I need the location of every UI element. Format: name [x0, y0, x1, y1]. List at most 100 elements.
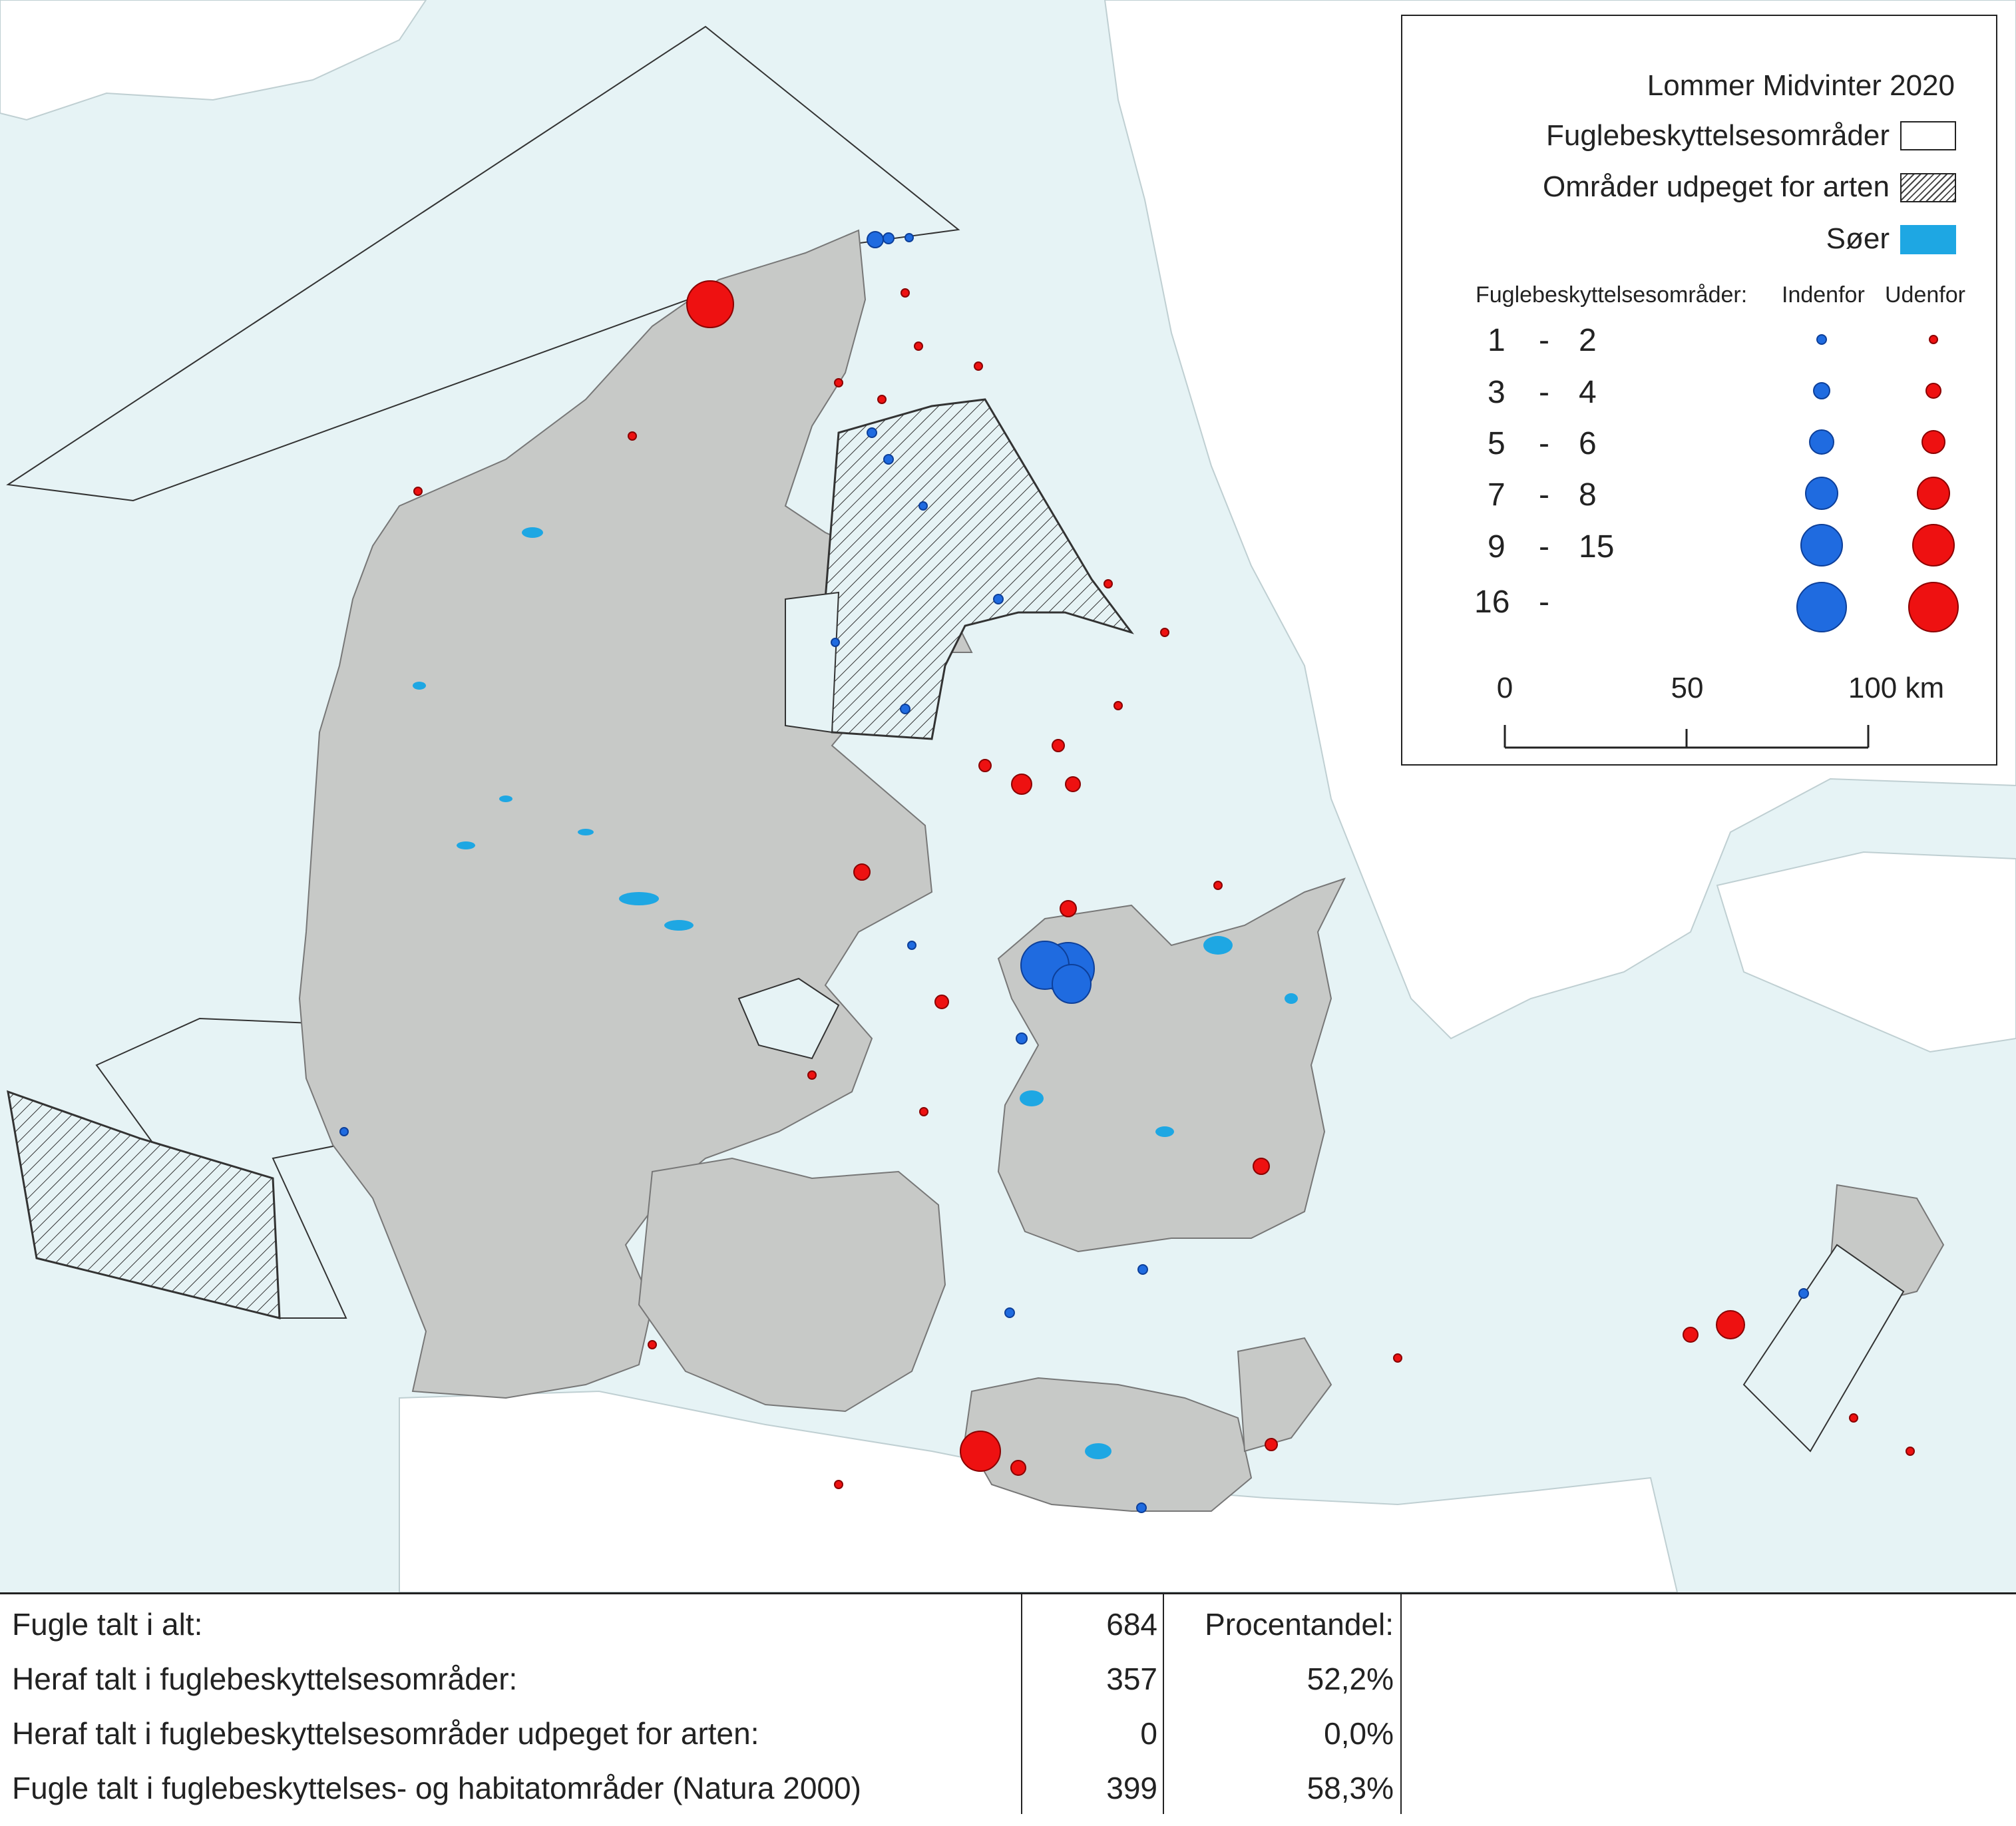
- observation-marker-outside[interactable]: [1906, 1447, 1915, 1456]
- legend-symbol-outside: [1921, 430, 1945, 454]
- observation-marker-inside[interactable]: [918, 501, 928, 511]
- legend-symbol-inside: [1809, 429, 1834, 455]
- class-to: 6: [1579, 426, 1597, 461]
- observation-marker-outside[interactable]: [1393, 1353, 1402, 1363]
- class-dash: -: [1539, 323, 1549, 358]
- observation-marker-outside[interactable]: [1113, 701, 1123, 710]
- observation-marker-outside[interactable]: [978, 759, 992, 772]
- observation-marker-inside[interactable]: [905, 233, 914, 242]
- legend-col-inside: Indenfor: [1782, 282, 1865, 308]
- observation-marker-outside[interactable]: [807, 1070, 817, 1080]
- observation-marker-outside[interactable]: [834, 1480, 843, 1489]
- legend-label-lakes: Søer: [1826, 222, 1890, 255]
- class-from: 16: [1474, 584, 1510, 620]
- class-from: 1: [1488, 323, 1506, 358]
- stats-label: Heraf talt i fuglebeskyttelsesområder ud…: [12, 1716, 759, 1751]
- observation-marker-inside[interactable]: [867, 427, 877, 438]
- stats-count: 684: [1106, 1607, 1157, 1642]
- stats-label: Fugle talt i fuglebeskyttelses- og habit…: [12, 1771, 861, 1805]
- observation-marker-inside[interactable]: [831, 638, 840, 647]
- legend-symbol-inside: [1805, 477, 1838, 510]
- legend-symbol-outside: [1908, 582, 1959, 632]
- stats-percent: Procentandel:: [1205, 1607, 1394, 1642]
- scale-bar: [1504, 725, 1870, 749]
- legend-symbol-inside: [1796, 582, 1847, 632]
- stats-label: Fugle talt i alt:: [12, 1607, 203, 1642]
- observation-marker-inside[interactable]: [867, 231, 884, 248]
- bornholm-coast: [1716, 851, 2016, 1053]
- legend-symbol-outside: [1925, 383, 1941, 399]
- class-dash: -: [1539, 477, 1549, 513]
- observation-marker-outside[interactable]: [1052, 739, 1065, 752]
- legend-swatch-protection-areas: [1900, 121, 1956, 150]
- mon-land: [1237, 1337, 1332, 1453]
- observation-marker-outside[interactable]: [974, 361, 983, 371]
- observation-marker-outside[interactable]: [1010, 1460, 1026, 1476]
- stats-count: 0: [1140, 1716, 1157, 1751]
- stats-divider: [1163, 1594, 1164, 1814]
- legend-title: Lommer Midvinter 2020: [1647, 69, 1955, 102]
- jutland-land: [298, 229, 973, 1399]
- observation-marker-inside[interactable]: [883, 232, 895, 244]
- legend-col-outside: Udenfor: [1885, 282, 1965, 308]
- observation-marker-outside[interactable]: [1213, 881, 1223, 890]
- observation-marker-outside[interactable]: [1160, 628, 1169, 637]
- observation-marker-outside[interactable]: [901, 288, 910, 298]
- observation-marker-inside[interactable]: [1137, 1264, 1148, 1275]
- stats-label: Heraf talt i fuglebeskyttelsesområder:: [12, 1662, 518, 1696]
- observation-marker-inside[interactable]: [1798, 1288, 1809, 1299]
- class-dash: -: [1539, 529, 1549, 565]
- stats-divider: [1400, 1594, 1402, 1814]
- legend-symbol-outside: [1929, 335, 1938, 344]
- observation-marker-outside[interactable]: [960, 1431, 1001, 1472]
- observation-marker-inside[interactable]: [1004, 1307, 1015, 1318]
- class-from: 5: [1488, 426, 1506, 461]
- class-to: 15: [1579, 529, 1615, 565]
- observation-marker-inside[interactable]: [907, 941, 916, 950]
- class-from: 3: [1488, 375, 1506, 410]
- observation-marker-outside[interactable]: [413, 487, 423, 496]
- observation-marker-inside[interactable]: [993, 594, 1004, 604]
- scale-label-0: 0: [1496, 672, 1513, 704]
- observation-marker-outside[interactable]: [686, 280, 734, 328]
- class-from: 9: [1488, 529, 1506, 565]
- stats-percent: 58,3%: [1307, 1771, 1394, 1805]
- observation-marker-outside[interactable]: [628, 431, 637, 441]
- observation-marker-outside[interactable]: [1849, 1413, 1858, 1423]
- legend-symbol-outside: [1912, 524, 1955, 567]
- observation-marker-outside[interactable]: [1253, 1158, 1270, 1175]
- observation-marker-outside[interactable]: [834, 378, 843, 387]
- scale-label-100: 100 km: [1848, 672, 1945, 704]
- observation-marker-inside[interactable]: [900, 704, 910, 714]
- stats-row: Fugle talt i alt: 684 Procentandel:: [0, 1606, 2016, 1660]
- map-legend: Lommer Midvinter 2020 Fuglebeskyttelseso…: [1401, 15, 1997, 766]
- observation-marker-outside[interactable]: [1065, 776, 1081, 792]
- stats-divider: [1021, 1594, 1022, 1814]
- legend-swatch-lakes: [1900, 225, 1956, 254]
- observation-marker-outside[interactable]: [1683, 1327, 1699, 1343]
- observation-marker-outside[interactable]: [1011, 774, 1032, 795]
- observation-marker-outside[interactable]: [853, 863, 871, 881]
- protection-area-storebaelt: [737, 977, 840, 1060]
- observation-marker-inside[interactable]: [1016, 1032, 1028, 1044]
- observation-marker-outside[interactable]: [877, 395, 887, 404]
- observation-marker-outside[interactable]: [934, 995, 949, 1009]
- observation-marker-outside[interactable]: [919, 1107, 928, 1116]
- class-to: 4: [1579, 375, 1597, 410]
- norway-land: [0, 0, 427, 121]
- stats-percent: 52,2%: [1307, 1662, 1394, 1696]
- class-to: 2: [1579, 323, 1597, 358]
- legend-size-header: Fuglebeskyttelsesområder:: [1476, 282, 1748, 308]
- observation-marker-outside[interactable]: [1060, 900, 1077, 917]
- observation-marker-inside[interactable]: [1136, 1502, 1147, 1513]
- observation-marker-outside[interactable]: [1716, 1310, 1745, 1339]
- observation-marker-inside[interactable]: [1052, 964, 1092, 1004]
- class-from: 7: [1488, 477, 1506, 513]
- class-dash: -: [1539, 426, 1549, 461]
- observation-marker-outside[interactable]: [914, 342, 923, 351]
- observation-marker-inside[interactable]: [339, 1127, 349, 1136]
- observation-marker-outside[interactable]: [648, 1340, 657, 1349]
- observation-marker-inside[interactable]: [883, 454, 894, 465]
- observation-marker-outside[interactable]: [1104, 579, 1113, 588]
- observation-marker-outside[interactable]: [1265, 1438, 1278, 1451]
